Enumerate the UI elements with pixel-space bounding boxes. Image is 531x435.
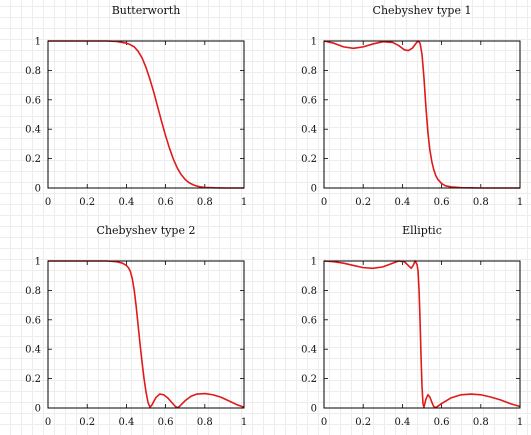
plot-frame: [323, 260, 521, 409]
chart-panel-4: Elliptic 0 0.2 0.4 0.6 0.8 1 0 0.2 0.4 0.6 0.8 1: [301, 224, 523, 428]
x-tick-label: 1: [241, 197, 247, 208]
x-tick-label: 0.4: [394, 417, 410, 428]
x-tick-label: 0.2: [355, 417, 371, 428]
y-tick-label: 0.2: [301, 154, 317, 165]
x-tick-label: 1: [517, 417, 523, 428]
response-curve-line: [48, 260, 245, 409]
x-tick-label: 1: [517, 197, 523, 208]
y-tick-label: 0.6: [25, 95, 41, 106]
x-tick-label: 0.2: [79, 197, 95, 208]
response-curve-line: [48, 40, 244, 189]
x-tick-label: 0.8: [473, 417, 489, 428]
y-tick-label: 0.8: [25, 286, 41, 297]
plot-frame: [47, 40, 245, 189]
y-tick-label: 0: [35, 404, 41, 415]
x-tick-label: 1: [241, 417, 247, 428]
chart-title: Butterworth: [112, 4, 181, 17]
x-tick-label: 0.4: [118, 417, 134, 428]
y-tick-label: 0.4: [25, 345, 41, 356]
y-tick-label: 0.6: [301, 315, 317, 326]
x-tick-label: 0.4: [118, 197, 134, 208]
response-curve-line: [323, 260, 521, 409]
x-tick-label: 0.2: [79, 417, 95, 428]
chart-title: Chebyshev type 2: [97, 224, 196, 237]
y-tick-label: 1: [311, 257, 317, 268]
x-tick-label: 0.8: [197, 197, 213, 208]
x-tick-label: 0.8: [473, 197, 489, 208]
x-tick-label: 0.4: [394, 197, 410, 208]
x-tick-label: 0: [321, 197, 327, 208]
x-tick-label: 0: [321, 417, 327, 428]
x-tick-label: 0: [45, 197, 51, 208]
y-tick-label: 0.4: [25, 125, 41, 136]
y-tick-label: 0.4: [301, 125, 317, 136]
y-tick-label: 0: [311, 184, 317, 195]
y-tick-label: 0: [311, 404, 317, 415]
chart-panel-3: Chebyshev type 2 0 0.2 0.4 0.6 0.8 1 0 0.2 0.4 0.6…: [25, 224, 247, 428]
x-tick-label: 0.8: [197, 417, 213, 428]
chart-title: Elliptic: [402, 224, 442, 237]
x-tick-label: 0: [45, 417, 51, 428]
x-tick-label: 0.2: [355, 197, 371, 208]
y-tick-label: 1: [35, 257, 41, 268]
chart-panel-2: Chebyshev type 1 0 0.2 0.4 0.6 0.8 1 0 0.2 0.4 0.6…: [301, 4, 523, 208]
y-tick-label: 0.6: [25, 315, 41, 326]
plot-frame: [323, 40, 521, 189]
y-tick-label: 0.2: [25, 374, 41, 385]
x-tick-label: 0.6: [158, 417, 174, 428]
y-tick-label: 0.8: [301, 286, 317, 297]
chart-panel-1: Butterworth 0 0.2 0.4 0.6 0.8 1 0 0.2 0.4 0.6 0.8 1: [25, 4, 247, 208]
chart-title: Chebyshev type 1: [373, 4, 472, 17]
y-tick-label: 1: [35, 37, 41, 48]
y-tick-label: 0.8: [25, 66, 41, 77]
y-tick-label: 0: [35, 184, 41, 195]
y-tick-label: 0.2: [25, 154, 41, 165]
y-tick-label: 0.4: [301, 345, 317, 356]
x-tick-label: 0.6: [434, 197, 450, 208]
y-tick-label: 0.8: [301, 66, 317, 77]
x-tick-label: 0.6: [434, 417, 450, 428]
plot-frame: [47, 260, 245, 409]
y-tick-label: 1: [311, 37, 317, 48]
response-curve-line: [323, 40, 520, 189]
y-tick-label: 0.2: [301, 374, 317, 385]
y-tick-label: 0.6: [301, 95, 317, 106]
x-tick-label: 0.6: [158, 197, 174, 208]
